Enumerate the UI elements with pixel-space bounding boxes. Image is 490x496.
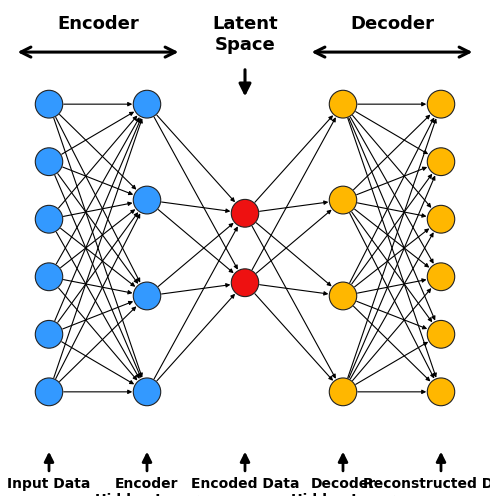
Circle shape — [427, 205, 455, 233]
Circle shape — [329, 282, 357, 310]
Text: Decoder: Decoder — [350, 15, 434, 33]
Circle shape — [35, 320, 63, 348]
Text: Encoder: Encoder — [57, 15, 139, 33]
Circle shape — [427, 263, 455, 291]
Text: Input Data: Input Data — [7, 477, 91, 491]
Circle shape — [133, 186, 161, 214]
Text: Reconstructed Data: Reconstructed Data — [363, 477, 490, 491]
Circle shape — [133, 282, 161, 310]
Circle shape — [231, 199, 259, 227]
Text: Encoder
Hidden Layer: Encoder Hidden Layer — [95, 477, 199, 496]
Circle shape — [329, 378, 357, 406]
Circle shape — [427, 90, 455, 118]
Text: Latent
Space: Latent Space — [212, 15, 278, 54]
Circle shape — [35, 148, 63, 176]
Circle shape — [133, 90, 161, 118]
Circle shape — [133, 378, 161, 406]
Circle shape — [231, 269, 259, 297]
Circle shape — [35, 263, 63, 291]
Circle shape — [427, 148, 455, 176]
Circle shape — [35, 90, 63, 118]
Circle shape — [427, 378, 455, 406]
Text: Encoded Data: Encoded Data — [191, 477, 299, 491]
Circle shape — [427, 320, 455, 348]
Circle shape — [35, 378, 63, 406]
Circle shape — [35, 205, 63, 233]
Text: Decoder
Hidden Layer: Decoder Hidden Layer — [291, 477, 395, 496]
Circle shape — [329, 186, 357, 214]
Circle shape — [329, 90, 357, 118]
